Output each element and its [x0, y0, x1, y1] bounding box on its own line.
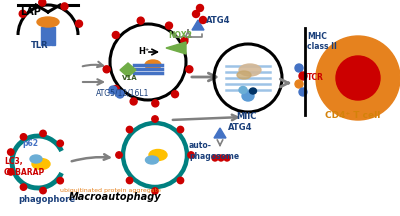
Circle shape [19, 10, 26, 17]
Circle shape [61, 3, 68, 10]
Circle shape [181, 38, 188, 44]
Circle shape [57, 140, 64, 147]
Polygon shape [120, 63, 136, 77]
Circle shape [20, 134, 27, 140]
Ellipse shape [250, 88, 256, 94]
Ellipse shape [145, 60, 161, 70]
Text: p62: p62 [22, 139, 38, 148]
Circle shape [172, 91, 178, 98]
Text: ATG5/12/16L1: ATG5/12/16L1 [96, 89, 149, 98]
Circle shape [112, 86, 119, 92]
Circle shape [40, 130, 46, 137]
Text: MHC
class II: MHC class II [307, 32, 337, 51]
Text: TCR: TCR [307, 73, 324, 82]
Circle shape [186, 66, 193, 73]
Text: NOX2: NOX2 [168, 31, 192, 40]
Circle shape [137, 17, 144, 24]
Ellipse shape [239, 86, 247, 94]
Text: ubiquitinated protein aggregate: ubiquitinated protein aggregate [60, 188, 161, 193]
Circle shape [116, 152, 122, 158]
Circle shape [8, 169, 14, 175]
Text: ATG4: ATG4 [206, 16, 230, 25]
Circle shape [212, 155, 218, 161]
Circle shape [295, 80, 303, 88]
Text: TLR: TLR [31, 41, 49, 50]
Polygon shape [166, 42, 186, 54]
Bar [41, 27, 45, 45]
Text: Macroautophagy: Macroautophagy [69, 192, 161, 202]
Ellipse shape [239, 64, 261, 76]
Bar [51, 27, 55, 45]
Circle shape [152, 100, 159, 107]
Circle shape [218, 155, 224, 161]
Circle shape [8, 149, 14, 155]
Text: MIIC: MIIC [236, 112, 256, 121]
Circle shape [76, 20, 82, 27]
Circle shape [196, 5, 204, 11]
Text: CD4⁺ T cell: CD4⁺ T cell [325, 111, 381, 120]
Circle shape [295, 64, 303, 72]
Circle shape [166, 22, 172, 29]
Circle shape [336, 56, 380, 100]
Text: auto-
phagosome: auto- phagosome [189, 141, 239, 161]
Bar [46, 27, 50, 45]
Circle shape [112, 32, 119, 38]
Circle shape [152, 116, 158, 122]
Text: phagophore: phagophore [18, 195, 75, 204]
Circle shape [299, 72, 307, 80]
Text: H⁺: H⁺ [138, 47, 149, 56]
Circle shape [116, 90, 124, 98]
Circle shape [103, 66, 110, 73]
Text: ATG4: ATG4 [228, 123, 252, 132]
Polygon shape [214, 128, 226, 138]
Text: LC3,
GABARAP: LC3, GABARAP [4, 157, 45, 177]
Circle shape [40, 187, 46, 194]
Text: LAP: LAP [20, 7, 41, 17]
Circle shape [39, 0, 46, 6]
Circle shape [20, 184, 27, 190]
Circle shape [224, 155, 230, 161]
Circle shape [192, 11, 200, 17]
Ellipse shape [242, 91, 254, 101]
Circle shape [316, 36, 400, 120]
Ellipse shape [32, 159, 50, 170]
Circle shape [299, 88, 307, 96]
Ellipse shape [37, 17, 59, 27]
Ellipse shape [237, 71, 251, 79]
Circle shape [177, 177, 184, 184]
Circle shape [177, 126, 184, 133]
Ellipse shape [30, 155, 42, 163]
Ellipse shape [146, 156, 158, 164]
Circle shape [126, 177, 133, 184]
Circle shape [57, 177, 64, 184]
Circle shape [200, 16, 206, 24]
Circle shape [130, 98, 137, 105]
Circle shape [109, 86, 117, 94]
Text: V1A: V1A [122, 75, 138, 81]
Ellipse shape [149, 149, 167, 160]
Circle shape [152, 188, 158, 194]
Circle shape [126, 126, 133, 133]
Circle shape [188, 152, 194, 158]
Polygon shape [192, 20, 204, 30]
